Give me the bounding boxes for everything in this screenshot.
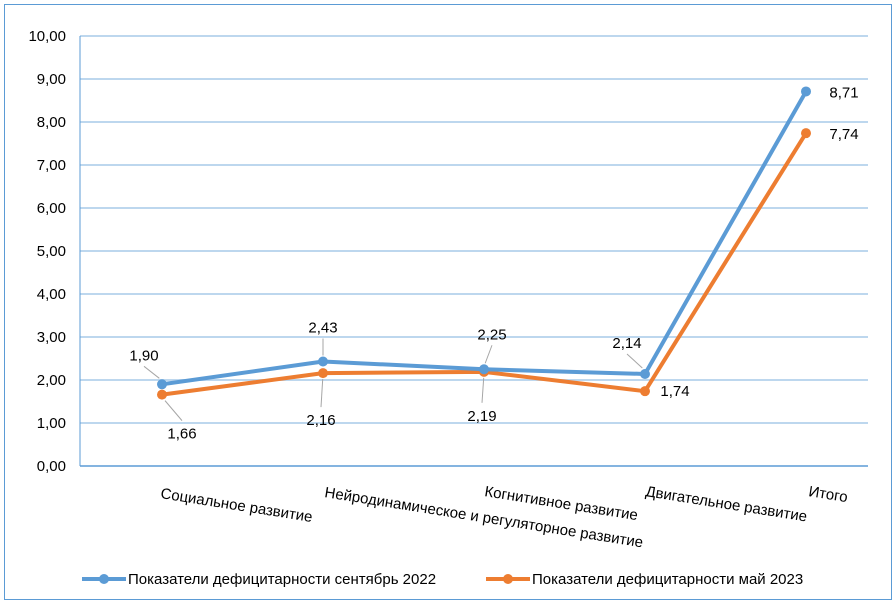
y-tick-label: 10,00 [28,28,66,45]
legend-entry-label: Показатели дефицитарности сентябрь 2022 [128,571,436,588]
series-lines [157,86,811,400]
data-label: 8,71 [829,84,858,101]
label-leader-line [481,377,485,403]
label-leader-line [484,345,493,364]
data-label: 1,90 [129,347,158,364]
data-label-leaders [143,338,643,421]
data-label: 2,14 [612,335,641,352]
data-point [640,386,650,397]
data-point [640,368,650,379]
data-label: 2,43 [308,320,337,337]
x-category-label: Социальное развитие [159,485,313,526]
label-leader-line [164,400,183,421]
data-point [318,368,328,379]
x-category-label: Итого [807,483,848,506]
y-tick-label: 4,00 [37,286,66,303]
data-point [157,389,167,400]
data-point [479,364,489,375]
y-tick-label: 5,00 [37,243,66,260]
legend-swatch-marker [99,574,109,584]
data-point [318,356,328,367]
data-labels: 1,90 2,43 2,25 2,14 8,71 1,66 2,16 2,19 1,74 7,74 [129,84,858,442]
legend: Показатели дефицитарности сентябрь 2022 П… [82,571,803,588]
label-leader-line [143,365,160,379]
data-point [801,128,811,139]
data-label: 2,19 [467,408,496,425]
x-category-label: Двигательное развитие [644,483,808,525]
legend-swatch-marker [503,574,513,584]
data-point [801,86,811,97]
y-tick-label: 3,00 [37,329,66,346]
legend-entry-label: Показатели дефицитарности май 2023 [532,571,803,588]
y-tick-label: 6,00 [37,200,66,217]
label-leader-line [320,379,324,408]
label-leader-line [626,353,643,369]
y-tick-label: 7,00 [37,157,66,174]
y-axis-tick-labels: 0,00 1,00 2,00 3,00 4,00 5,00 6,00 7,00 8,00 9,00… [28,28,66,475]
data-label: 1,66 [167,426,196,443]
data-label: 2,25 [477,326,506,343]
data-label: 7,74 [829,126,858,143]
y-tick-label: 9,00 [37,71,66,88]
y-tick-label: 8,00 [37,114,66,131]
gridlines [79,35,868,467]
data-label: 2,16 [306,412,335,429]
data-point [157,379,167,390]
x-axis-category-labels: Социальное развитие Нейродинамическое и р… [159,483,848,551]
y-tick-label: 1,00 [37,415,66,432]
y-tick-label: 2,00 [37,372,66,389]
data-label: 1,74 [660,383,689,400]
chart-frame [4,4,892,600]
y-tick-label: 0,00 [37,458,66,475]
